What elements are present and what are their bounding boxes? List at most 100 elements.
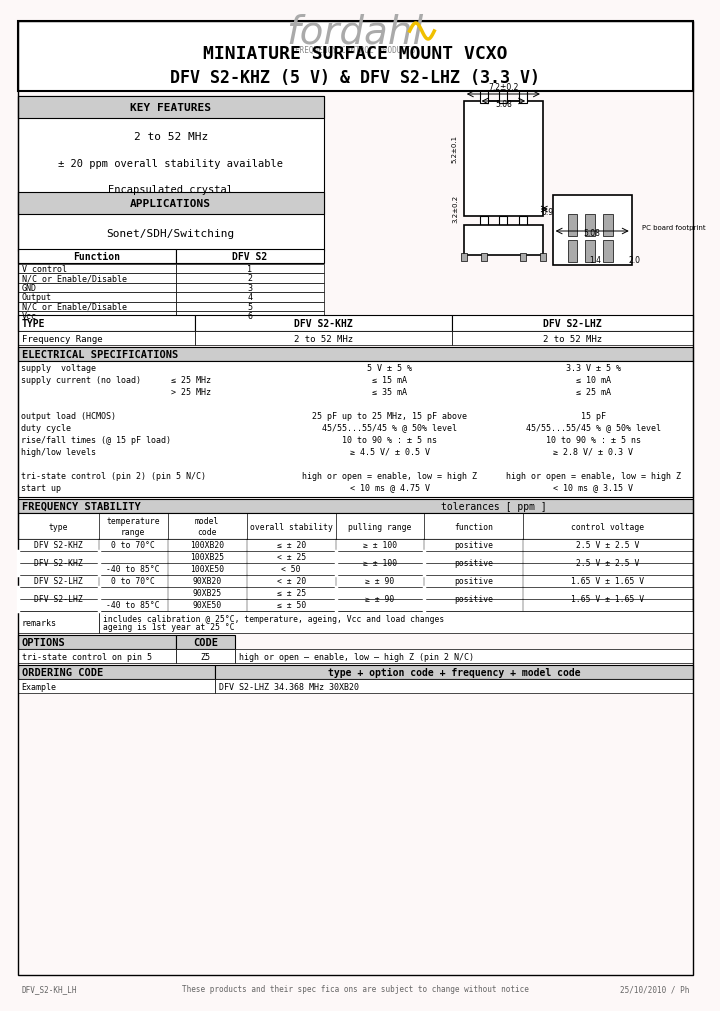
- Bar: [18, 22, 693, 92]
- Text: TYPE: TYPE: [22, 318, 45, 329]
- Bar: [176, 635, 235, 649]
- Bar: [18, 315, 195, 332]
- Text: 7.2±0.2: 7.2±0.2: [488, 83, 518, 92]
- Text: ≥ 2.8 V/ ± 0.3 V: ≥ 2.8 V/ ± 0.3 V: [553, 447, 633, 456]
- Text: 100XB20: 100XB20: [190, 541, 225, 550]
- Text: high/low levels: high/low levels: [21, 447, 96, 456]
- Text: ≤ 25 mA: ≤ 25 mA: [576, 387, 611, 396]
- Text: APPLICATIONS: APPLICATIONS: [130, 199, 211, 209]
- Text: remarks: remarks: [22, 618, 57, 627]
- Text: 5.2±0.1: 5.2±0.1: [452, 134, 458, 163]
- Text: 0 to 70°C: 0 to 70°C: [112, 541, 156, 550]
- Bar: [176, 283, 324, 293]
- Text: DFV S2-KHZ: DFV S2-KHZ: [34, 541, 83, 550]
- Text: 1.65 V ± 1.65 V: 1.65 V ± 1.65 V: [572, 594, 644, 604]
- Text: high or open = enable, low = high Z: high or open = enable, low = high Z: [302, 471, 477, 480]
- Bar: [18, 600, 693, 612]
- Bar: [18, 612, 99, 633]
- Text: 5 V ± 5 %: 5 V ± 5 %: [367, 363, 413, 372]
- Text: 0 to 70°C: 0 to 70°C: [112, 577, 156, 586]
- Text: 5.08: 5.08: [495, 100, 512, 109]
- Bar: [585, 241, 595, 263]
- Text: < ± 20: < ± 20: [276, 577, 306, 586]
- Text: < 50: < 50: [282, 565, 301, 574]
- Text: positive: positive: [454, 559, 493, 568]
- Text: 1: 1: [247, 265, 252, 274]
- Text: ≤ 15 mA: ≤ 15 mA: [372, 375, 408, 384]
- Text: ≥ ± 90: ≥ ± 90: [365, 577, 395, 586]
- Text: 3.3 V ± 5 %: 3.3 V ± 5 %: [566, 363, 621, 372]
- Bar: [18, 332, 195, 346]
- Text: < ± 25: < ± 25: [276, 553, 306, 562]
- Text: < 10 ms @ 4.75 V: < 10 ms @ 4.75 V: [350, 483, 430, 492]
- Bar: [567, 241, 577, 263]
- Bar: [215, 679, 693, 694]
- Text: 2.5 V ± 2.5 V: 2.5 V ± 2.5 V: [576, 559, 639, 568]
- Text: fordahl: fordahl: [287, 13, 424, 51]
- Bar: [480, 92, 487, 104]
- Text: DFV_S2-KH_LH: DFV_S2-KH_LH: [22, 985, 77, 994]
- Bar: [18, 274, 176, 283]
- Text: duty cycle: duty cycle: [21, 423, 71, 432]
- Text: 2 to 52 MHz: 2 to 52 MHz: [543, 335, 602, 343]
- Text: ≤ ± 25: ≤ ± 25: [276, 589, 306, 598]
- Bar: [235, 649, 693, 663]
- Bar: [176, 250, 324, 264]
- Bar: [18, 293, 176, 302]
- Text: Example: Example: [22, 681, 57, 691]
- Text: start up: start up: [21, 483, 60, 492]
- Bar: [464, 102, 543, 216]
- Text: positive: positive: [454, 541, 493, 550]
- Bar: [500, 92, 508, 104]
- Text: DFV S2-KHZ: DFV S2-KHZ: [34, 559, 83, 568]
- Text: 10 to 90 % : ± 5 ns: 10 to 90 % : ± 5 ns: [546, 435, 641, 444]
- Text: rise/fall times (@ 15 pF load): rise/fall times (@ 15 pF load): [21, 435, 171, 444]
- Text: output load (HCMOS): output load (HCMOS): [21, 411, 116, 421]
- Text: 2: 2: [247, 274, 252, 283]
- Bar: [519, 216, 527, 228]
- Bar: [99, 612, 693, 633]
- Bar: [18, 283, 176, 293]
- Bar: [553, 196, 631, 266]
- Text: < 10 ms @ 3.15 V: < 10 ms @ 3.15 V: [553, 483, 633, 492]
- Bar: [18, 193, 324, 214]
- Bar: [18, 575, 693, 587]
- Bar: [452, 315, 693, 332]
- Bar: [18, 264, 176, 274]
- Text: ≤ ± 20: ≤ ± 20: [276, 541, 306, 550]
- Bar: [18, 635, 176, 649]
- Text: OPTIONS: OPTIONS: [22, 637, 66, 647]
- Bar: [176, 274, 324, 283]
- Text: 90XB20: 90XB20: [193, 577, 222, 586]
- Bar: [195, 332, 452, 346]
- Text: includes calibration @ 25°C, temperature, ageing, Vcc and load changes: includes calibration @ 25°C, temperature…: [103, 614, 444, 623]
- Text: supply  voltage: supply voltage: [21, 363, 96, 372]
- Text: 90XB25: 90XB25: [193, 589, 222, 598]
- Text: ≥ ± 100: ≥ ± 100: [363, 541, 397, 550]
- Text: Function: Function: [73, 252, 120, 262]
- Bar: [18, 311, 176, 321]
- Text: ≥ 4.5 V/ ± 0.5 V: ≥ 4.5 V/ ± 0.5 V: [350, 447, 430, 456]
- Text: 6: 6: [247, 312, 252, 320]
- Bar: [18, 649, 176, 663]
- Text: positive: positive: [454, 594, 493, 604]
- Bar: [18, 362, 693, 497]
- Text: 3: 3: [247, 283, 252, 292]
- Text: 10 to 90 % : ± 5 ns: 10 to 90 % : ± 5 ns: [342, 435, 437, 444]
- Text: MINIATURE SURFACE MOUNT VCXO: MINIATURE SURFACE MOUNT VCXO: [203, 44, 508, 63]
- Bar: [18, 540, 693, 551]
- Text: 15 pF: 15 pF: [580, 411, 606, 421]
- Text: 2 to 52 MHz: 2 to 52 MHz: [294, 335, 354, 343]
- Bar: [18, 587, 693, 600]
- Text: ≤ 35 mA: ≤ 35 mA: [372, 387, 408, 396]
- Bar: [567, 214, 577, 237]
- Text: DFV S2-LHZ: DFV S2-LHZ: [34, 594, 83, 604]
- Bar: [464, 225, 543, 256]
- Text: 5.08: 5.08: [584, 228, 600, 238]
- Text: ± 20 ppm overall stability available: ± 20 ppm overall stability available: [58, 159, 283, 169]
- Bar: [540, 254, 546, 262]
- Text: 45/55...55/45 % @ 50% level: 45/55...55/45 % @ 50% level: [323, 423, 457, 432]
- Text: control voltage: control voltage: [572, 522, 644, 531]
- Bar: [520, 254, 526, 262]
- Text: temperature
range: temperature range: [107, 517, 160, 536]
